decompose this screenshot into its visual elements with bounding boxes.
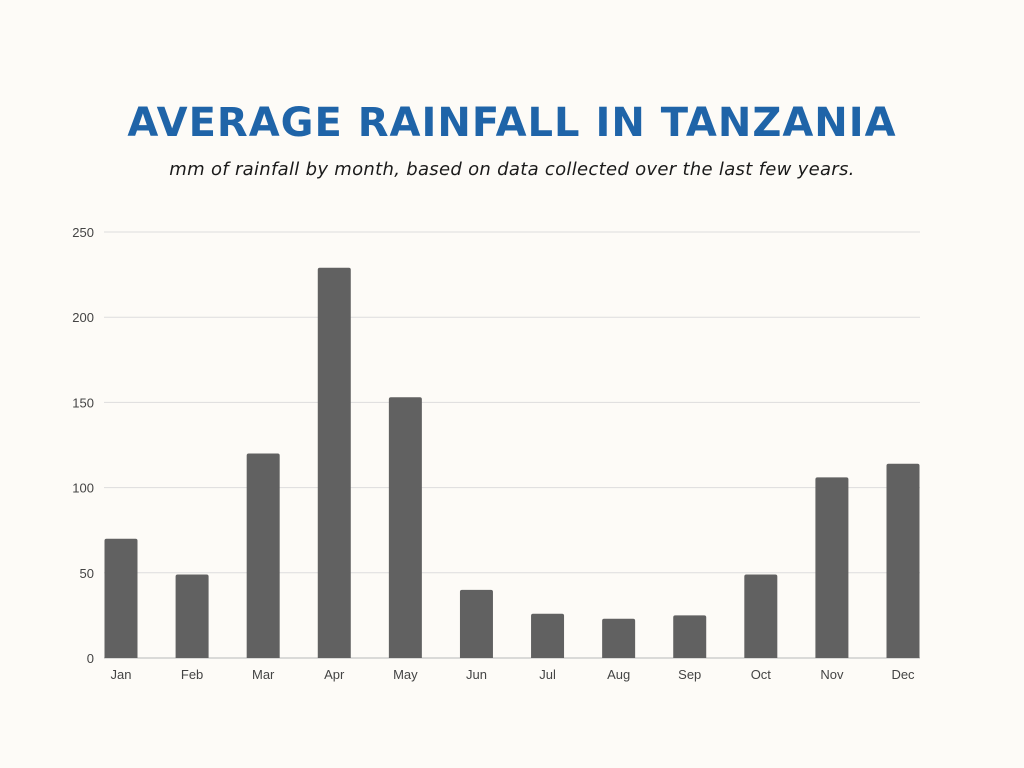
y-tick-label: 100 <box>72 481 94 496</box>
bar-mar <box>246 453 280 658</box>
bar-jul <box>531 613 565 658</box>
y-tick-label: 250 <box>72 225 94 240</box>
bar-sep <box>673 615 707 658</box>
bar-may <box>388 397 422 658</box>
x-tick-label: Aug <box>607 667 630 682</box>
y-tick-label: 50 <box>80 566 94 581</box>
x-tick-label: Nov <box>820 667 844 682</box>
x-tick-label: May <box>393 667 418 682</box>
bar-nov <box>815 477 849 658</box>
y-tick-label: 0 <box>87 651 94 666</box>
bar-jan <box>104 538 138 658</box>
chart-title: AVERAGE RAINFALL IN TANZANIA <box>127 100 897 146</box>
chart-subtitle: mm of rainfall by month, based on data c… <box>169 159 855 180</box>
x-tick-label: Dec <box>891 667 915 682</box>
bar-jun <box>459 589 493 658</box>
x-tick-label: Jan <box>111 667 132 682</box>
bar-dec <box>886 463 920 658</box>
y-tick-label: 150 <box>72 395 94 410</box>
bar-oct <box>744 574 778 658</box>
x-tick-label: Sep <box>678 667 701 682</box>
x-tick-label: Apr <box>324 667 345 682</box>
bar-feb <box>175 574 209 658</box>
x-tick-label: Feb <box>181 667 203 682</box>
bar-apr <box>317 267 351 658</box>
bar-aug <box>602 618 636 658</box>
x-tick-label: Jun <box>466 667 487 682</box>
x-tick-label: Oct <box>751 667 772 682</box>
x-tick-label: Mar <box>252 667 275 682</box>
x-tick-label: Jul <box>539 667 556 682</box>
y-tick-label: 200 <box>72 310 94 325</box>
